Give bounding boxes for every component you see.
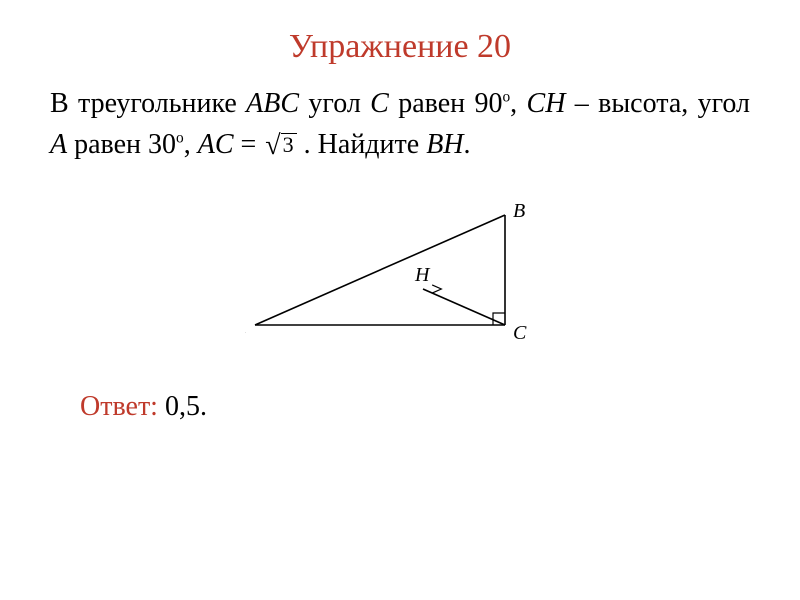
svg-text:H: H <box>414 264 431 286</box>
text: равен 90 <box>389 88 503 119</box>
sqrt-icon: √ <box>265 130 280 161</box>
text: , <box>510 88 526 119</box>
text: . Найдите <box>297 129 427 160</box>
slide: Упражнение 20 В треугольнике ABC угол C … <box>0 0 800 600</box>
answer-value: 0,5. <box>165 391 207 422</box>
var-abc: ABC <box>246 88 299 119</box>
problem-statement: В треугольнике ABC угол C равен 90o, CH … <box>50 84 750 165</box>
text: . <box>464 129 471 160</box>
sqrt-radicand: 3 <box>281 133 297 156</box>
degree: o <box>176 129 184 146</box>
svg-text:B: B <box>513 200 525 222</box>
triangle-svg: A C B H <box>245 195 555 355</box>
var-ac: AC <box>198 129 234 160</box>
exercise-title: Упражнение 20 <box>50 28 750 66</box>
text: В треугольнике <box>50 88 246 119</box>
sqrt-expression: √3 <box>263 125 296 166</box>
text: = <box>234 129 264 160</box>
answer-label: Ответ: <box>80 391 165 422</box>
var-ch: CH <box>527 88 566 119</box>
text: – высота, угол <box>565 88 750 119</box>
svg-text:A: A <box>245 316 246 338</box>
text: угол <box>299 88 370 119</box>
text: равен 30 <box>67 129 176 160</box>
answer-line: Ответ: 0,5. <box>50 391 750 423</box>
text: , <box>184 129 198 160</box>
triangle-figure: A C B H <box>50 195 750 355</box>
var-c: C <box>370 88 389 119</box>
svg-text:C: C <box>513 322 527 344</box>
var-a: A <box>50 129 67 160</box>
var-bh: BH <box>426 129 463 160</box>
